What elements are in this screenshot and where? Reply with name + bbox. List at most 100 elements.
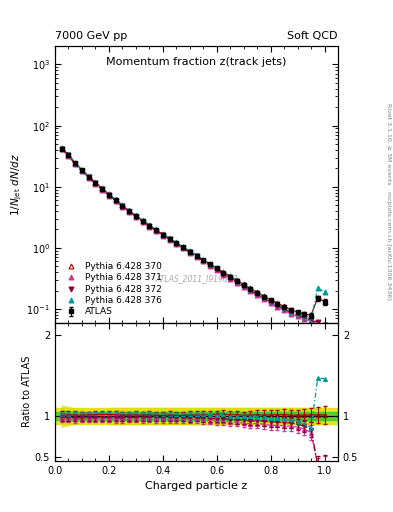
Pythia 6.428 376 [201, 257, 206, 263]
Pythia 6.428 376 [322, 289, 327, 295]
Pythia 6.428 371 [93, 181, 98, 187]
Pythia 6.428 371 [221, 271, 226, 278]
Pythia 6.428 370 [261, 293, 266, 299]
Pythia 6.428 376 [59, 145, 64, 151]
Pythia 6.428 372 [302, 315, 307, 321]
Pythia 6.428 372 [181, 245, 185, 251]
Pythia 6.428 371 [282, 307, 286, 313]
Pythia 6.428 370 [268, 296, 273, 303]
Pythia 6.428 376 [107, 190, 111, 197]
Pythia 6.428 370 [154, 227, 158, 233]
Pythia 6.428 371 [214, 267, 219, 273]
Pythia 6.428 371 [73, 161, 77, 167]
Pythia 6.428 376 [187, 248, 192, 254]
Pythia 6.428 376 [140, 217, 145, 223]
Pythia 6.428 372 [120, 203, 125, 209]
Pythia 6.428 376 [113, 197, 118, 203]
Text: Rivet 3.1.10, ≥ 3M events: Rivet 3.1.10, ≥ 3M events [386, 102, 391, 184]
Pythia 6.428 376 [261, 294, 266, 300]
Pythia 6.428 370 [181, 244, 185, 250]
Pythia 6.428 372 [66, 153, 71, 159]
Pythia 6.428 372 [113, 198, 118, 204]
Pythia 6.428 372 [140, 219, 145, 225]
Pythia 6.428 372 [80, 168, 84, 174]
Pythia 6.428 372 [167, 236, 172, 242]
Pythia 6.428 372 [201, 258, 206, 264]
Text: mcplots.cern.ch [arXiv:1306.3436]: mcplots.cern.ch [arXiv:1306.3436] [386, 191, 391, 300]
Pythia 6.428 372 [154, 227, 158, 233]
Pythia 6.428 372 [295, 312, 300, 318]
Bar [55, 408, 338, 424]
Pythia 6.428 370 [127, 208, 132, 214]
Pythia 6.428 370 [174, 240, 179, 246]
Pythia 6.428 376 [73, 160, 77, 166]
Pythia 6.428 372 [261, 295, 266, 301]
Pythia 6.428 370 [201, 257, 206, 263]
Line: Pythia 6.428 372: Pythia 6.428 372 [59, 146, 327, 328]
Pythia 6.428 372 [221, 271, 226, 277]
Pythia 6.428 370 [93, 180, 98, 186]
Pythia 6.428 376 [268, 297, 273, 304]
Pythia 6.428 372 [309, 317, 313, 324]
Pythia 6.428 371 [113, 198, 118, 204]
Pythia 6.428 376 [154, 226, 158, 232]
Line: Pythia 6.428 376: Pythia 6.428 376 [59, 145, 327, 322]
Pythia 6.428 376 [174, 239, 179, 245]
Pythia 6.428 371 [268, 300, 273, 306]
Pythia 6.428 371 [322, 323, 327, 329]
Pythia 6.428 376 [134, 212, 138, 218]
Pythia 6.428 372 [100, 186, 105, 193]
Pythia 6.428 370 [167, 236, 172, 242]
Pythia 6.428 371 [80, 168, 84, 175]
Pythia 6.428 370 [113, 197, 118, 203]
Pythia 6.428 370 [140, 218, 145, 224]
Pythia 6.428 372 [235, 279, 239, 285]
Pythia 6.428 371 [181, 245, 185, 251]
Pythia 6.428 372 [86, 175, 91, 181]
Pythia 6.428 376 [214, 265, 219, 271]
Pythia 6.428 371 [309, 318, 313, 325]
Pythia 6.428 371 [100, 187, 105, 193]
Pythia 6.428 371 [295, 313, 300, 319]
Pythia 6.428 371 [187, 250, 192, 256]
Pythia 6.428 372 [174, 241, 179, 247]
Pythia 6.428 376 [309, 316, 313, 323]
Pythia 6.428 376 [80, 166, 84, 173]
Pythia 6.428 371 [59, 146, 64, 153]
Pythia 6.428 370 [120, 202, 125, 208]
Pythia 6.428 376 [93, 179, 98, 185]
Pythia 6.428 370 [248, 285, 253, 291]
Pythia 6.428 371 [134, 214, 138, 220]
Pythia 6.428 371 [235, 280, 239, 286]
Pythia 6.428 376 [248, 286, 253, 292]
Pythia 6.428 376 [241, 282, 246, 288]
Pythia 6.428 370 [255, 289, 259, 295]
Pythia 6.428 371 [154, 228, 158, 234]
Pythia 6.428 370 [73, 160, 77, 166]
Y-axis label: Ratio to ATLAS: Ratio to ATLAS [22, 356, 32, 428]
Pythia 6.428 371 [140, 219, 145, 225]
Pythia 6.428 371 [201, 259, 206, 265]
Pythia 6.428 371 [127, 209, 132, 215]
Y-axis label: $1/N_\mathrm{jet}\ dN/dz$: $1/N_\mathrm{jet}\ dN/dz$ [9, 153, 24, 216]
Pythia 6.428 372 [228, 274, 233, 281]
Pythia 6.428 370 [235, 277, 239, 283]
Text: 7000 GeV pp: 7000 GeV pp [55, 31, 127, 41]
Pythia 6.428 370 [107, 191, 111, 197]
Pythia 6.428 370 [302, 311, 307, 317]
Pythia 6.428 371 [275, 304, 280, 310]
Pythia 6.428 376 [127, 207, 132, 213]
Pythia 6.428 370 [275, 300, 280, 306]
Pythia 6.428 372 [59, 146, 64, 152]
Pythia 6.428 372 [322, 322, 327, 328]
Pythia 6.428 372 [147, 223, 152, 229]
Pythia 6.428 371 [248, 288, 253, 294]
Pythia 6.428 371 [174, 241, 179, 247]
Pythia 6.428 376 [208, 261, 212, 267]
Pythia 6.428 372 [134, 214, 138, 220]
Pythia 6.428 376 [235, 278, 239, 284]
Pythia 6.428 376 [160, 231, 165, 237]
Pythia 6.428 370 [221, 269, 226, 275]
Pythia 6.428 370 [208, 261, 212, 267]
Pythia 6.428 370 [66, 152, 71, 158]
